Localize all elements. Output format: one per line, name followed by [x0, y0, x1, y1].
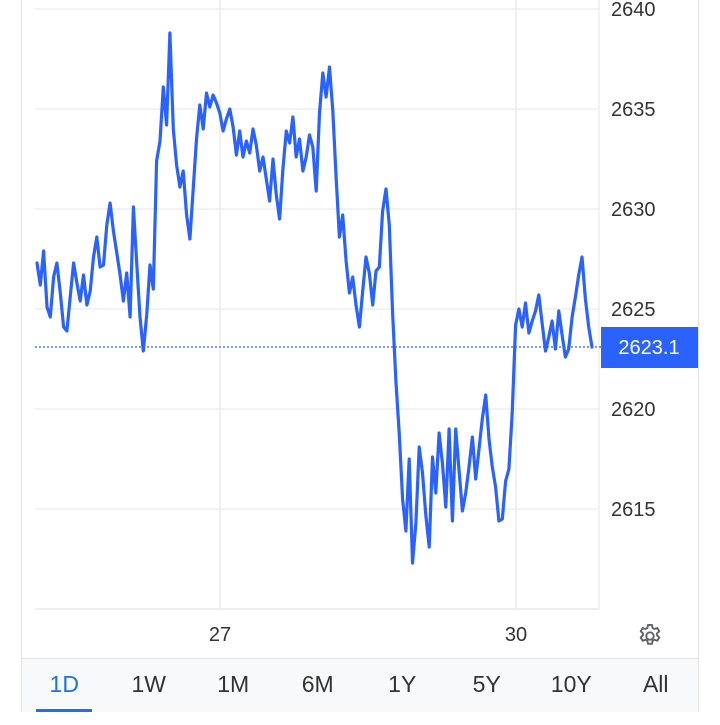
gear-icon[interactable]	[636, 622, 664, 650]
tab-10y[interactable]: 10Y	[550, 671, 592, 697]
y-tick-label: 2615	[611, 499, 656, 521]
tab-1w[interactable]: 1W	[131, 671, 167, 697]
price-series-line	[35, 31, 594, 565]
x-axis-ticks: 27 30	[209, 624, 527, 646]
y-tick-label: 2630	[611, 199, 656, 221]
range-tabs: 1D 1W 1M 6M 1Y 5Y 10Y All	[22, 658, 698, 712]
tab-1d[interactable]: 1D	[32, 659, 96, 712]
current-price-label: 2623.1	[618, 337, 679, 359]
tab-6m[interactable]: 6M	[301, 671, 334, 697]
price-chart[interactable]: 2615 2620 2625 2630 2635 2640 27 30 2623.1	[0, 0, 720, 660]
y-tick-label: 2620	[611, 399, 656, 421]
y-tick-label: 2635	[611, 99, 656, 121]
tab-1m[interactable]: 1M	[217, 671, 250, 697]
y-tick-label: 2625	[611, 299, 656, 321]
current-price-badge-bg	[601, 327, 698, 368]
x-tick-label: 30	[505, 624, 527, 646]
y-tick-label: 2640	[611, 0, 656, 21]
grid-lines	[35, 0, 600, 610]
x-tick-label: 27	[209, 624, 231, 646]
current-price-badge: 2623.1	[601, 327, 698, 368]
y-axis-ticks: 2615 2620 2625 2630 2635 2640	[611, 0, 656, 521]
tab-1y[interactable]: 1Y	[388, 671, 417, 697]
tab-5y[interactable]: 5Y	[472, 671, 501, 697]
tab-all[interactable]: All	[642, 671, 669, 697]
